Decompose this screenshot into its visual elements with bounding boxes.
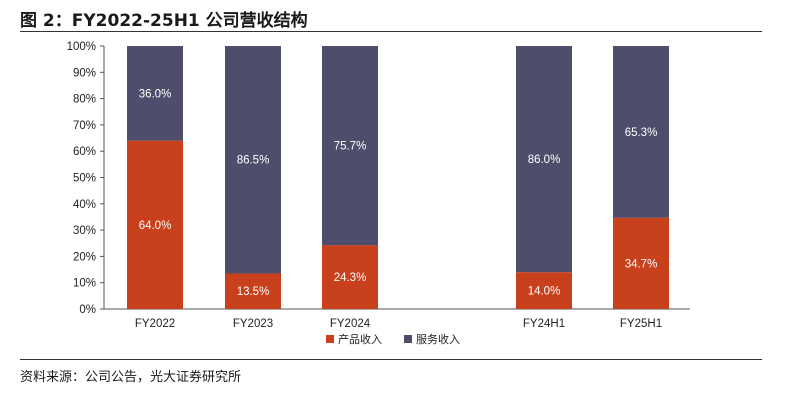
source-divider — [20, 359, 762, 360]
x-tick-label: FY25H1 — [620, 318, 662, 330]
bar-segment — [322, 46, 378, 246]
stacked-bar-chart: 0% 10% 20% 30% 40% 50% 60% 70% 80% 90% 100% 64.0% 36… — [67, 41, 690, 346]
data-label: 64.0% — [139, 220, 172, 232]
source-note: 资料来源：公司公告，光大证券研究所 — [20, 370, 242, 385]
legend-label: 产品收入 — [338, 332, 382, 346]
y-tick-label: 10% — [73, 278, 96, 290]
bar-segment — [127, 140, 183, 309]
data-label: 24.3% — [334, 272, 367, 284]
chart-title: 图 2：FY2022-25H1 公司营收结构 — [20, 11, 308, 31]
y-tick-label: 60% — [73, 146, 96, 158]
data-label: 86.5% — [237, 155, 270, 167]
y-tick-label: 0% — [79, 304, 96, 316]
y-tick-label: 30% — [73, 225, 96, 237]
title-divider — [20, 31, 762, 32]
y-tick-label: 50% — [73, 173, 96, 185]
data-label: 36.0% — [139, 88, 172, 100]
bar-segment — [613, 217, 669, 309]
y-tick-label: 20% — [73, 251, 96, 263]
data-label: 75.7% — [334, 141, 367, 153]
legend-swatch — [404, 335, 412, 343]
bar-segment — [322, 245, 378, 309]
data-label: 13.5% — [237, 286, 270, 298]
data-label: 34.7% — [625, 258, 658, 270]
bar-segment — [225, 273, 281, 309]
bar-segment — [225, 46, 281, 274]
y-tick-label: 80% — [73, 94, 96, 106]
bar-segment — [516, 272, 572, 309]
legend-label: 服务收入 — [416, 332, 460, 346]
x-tick-label: FY2022 — [135, 318, 175, 330]
data-label: 86.0% — [528, 154, 561, 166]
y-tick-label: 90% — [73, 67, 96, 79]
x-tick-label: FY24H1 — [523, 318, 565, 330]
y-tick-label: 100% — [67, 41, 96, 53]
bar-segment — [613, 46, 669, 218]
bar-segment — [127, 46, 183, 141]
y-tick-label: 70% — [73, 120, 96, 132]
y-tick-label: 40% — [73, 199, 96, 211]
x-tick-label: FY2023 — [233, 318, 273, 330]
x-tick-label: FY2024 — [330, 318, 371, 330]
data-label: 14.0% — [528, 286, 561, 298]
legend-swatch — [326, 335, 334, 343]
data-label: 65.3% — [625, 127, 658, 139]
bar-segment — [516, 46, 572, 273]
